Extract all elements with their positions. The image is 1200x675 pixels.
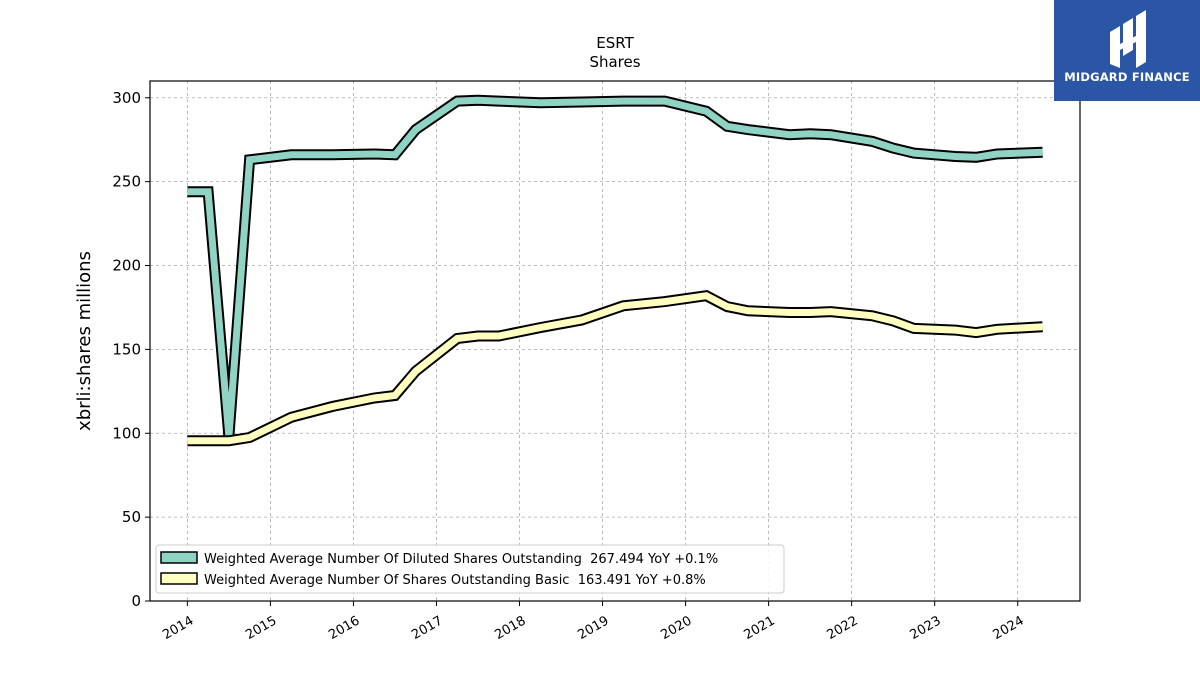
y-tick-label: 300 [112, 89, 141, 107]
series-line [187, 292, 1043, 445]
legend-label-diluted: Weighted Average Number Of Diluted Share… [204, 552, 718, 567]
x-tick-label: 2015 [243, 613, 279, 643]
legend-label-basic: Weighted Average Number Of Shares Outsta… [204, 573, 706, 588]
legend: Weighted Average Number Of Diluted Share… [155, 544, 785, 594]
series-layer [187, 94, 1043, 447]
x-tick-label: 2022 [824, 613, 860, 643]
x-tick-label: 2018 [492, 613, 528, 643]
y-tick-label: 200 [112, 257, 141, 275]
series-line-outline [187, 290, 1043, 447]
chart-title: ESRT [596, 34, 634, 52]
y-tick-label: 250 [112, 173, 141, 191]
series-line [187, 96, 1043, 437]
plot-frame [149, 80, 1081, 602]
x-tick-label: 2014 [160, 613, 196, 643]
x-tick-label: 2019 [575, 613, 611, 643]
legend-swatch-diluted [160, 551, 198, 564]
x-tick-label: 2017 [409, 613, 445, 643]
x-tick-label: 2016 [326, 613, 362, 643]
chart-subtitle: Shares [589, 53, 640, 71]
grid [150, 81, 1080, 602]
x-tick-label: 2024 [991, 613, 1027, 643]
x-tick-label: 2021 [741, 613, 777, 643]
y-tick-label: 0 [131, 592, 141, 610]
y-axis-label: xbrli:shares millions [74, 251, 95, 431]
x-tick-label: 2020 [658, 613, 694, 643]
x-tick-label: 2023 [908, 613, 944, 643]
y-tick-label: 100 [112, 424, 141, 442]
logo-text: MIDGARD FINANCE [1064, 70, 1190, 84]
legend-swatch-basic [160, 572, 198, 585]
y-tick-label: 50 [122, 508, 141, 526]
series-0 [187, 94, 1043, 438]
y-tick-label: 150 [112, 340, 141, 358]
series-1 [187, 290, 1043, 447]
brand-logo[interactable]: MIDGARD FINANCE [1054, 0, 1200, 101]
midgard-logo-icon [1110, 10, 1146, 68]
legend-box [155, 544, 785, 594]
